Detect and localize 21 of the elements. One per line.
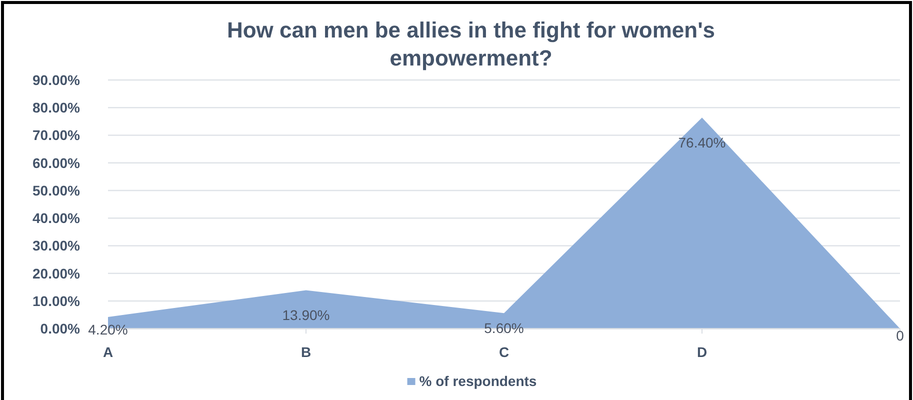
y-tick-label: 10.00% [32,292,81,309]
y-tick-label: 60.00% [32,154,81,171]
data-label: 13.90% [282,307,330,324]
x-tick-label: D [696,344,708,360]
legend-label: % of respondents [419,372,537,389]
y-tick-label: 90.00% [32,72,81,88]
x-tick-label: A [102,344,114,360]
y-tick-label: 70.00% [32,127,81,144]
y-tick-label: 40.00% [32,210,81,226]
x-tick-label: C [498,344,510,360]
y-tick-label: 30.00% [32,238,81,254]
data-label: 76.40% [678,134,726,150]
y-tick-label: 0.00% [40,320,81,336]
x-tick-label: B [300,344,312,360]
y-tick-label: 20.00% [32,265,81,282]
data-label: 4.20% [88,322,128,338]
data-label: 5.60% [484,320,524,336]
y-tick-label: 50.00% [32,182,81,198]
data-label: 0 [896,328,904,344]
y-tick-label: 80.00% [32,100,81,116]
chart-title: How can men be allies in the fight for women's empowerment? [226,18,716,71]
